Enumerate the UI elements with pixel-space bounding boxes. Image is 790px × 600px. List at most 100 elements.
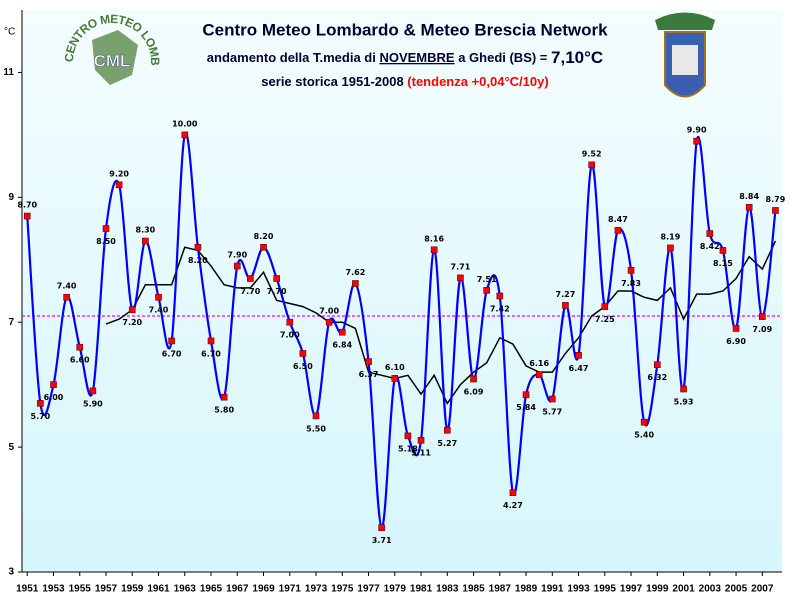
value-label: 8.30	[136, 226, 156, 235]
marker	[89, 387, 97, 395]
value-label: 8.16	[424, 234, 444, 243]
marker	[247, 275, 254, 282]
value-label: 7.09	[752, 325, 772, 334]
subtitle-mid: a Ghedi (BS) =	[455, 50, 551, 65]
x-tick-label: 2003	[699, 584, 722, 595]
value-label: 5.70	[31, 412, 51, 421]
value-label: 5.77	[542, 408, 562, 417]
value-label: 8.20	[188, 256, 208, 265]
value-label: 7.27	[556, 290, 576, 299]
x-tick-label: 2001	[672, 584, 695, 595]
marker	[601, 303, 609, 310]
marker	[325, 318, 333, 326]
value-label: 7.25	[595, 315, 615, 324]
value-label: 5.18	[398, 444, 418, 453]
marker	[273, 275, 280, 282]
marker	[706, 230, 714, 237]
y-unit: °C	[4, 27, 15, 38]
value-label: 9.90	[687, 126, 707, 135]
arms-center	[672, 45, 698, 75]
marker	[404, 432, 412, 440]
value-label: 7.00	[280, 331, 300, 340]
x-tick-label: 1961	[147, 584, 170, 595]
x-tick-label: 1965	[200, 584, 223, 595]
y-tick-label: 5	[8, 442, 14, 453]
value-label: 6.70	[162, 349, 182, 358]
value-label: 7.62	[346, 268, 366, 277]
subtitle-pre: andamento della T.media di	[207, 50, 380, 65]
marker	[207, 337, 215, 345]
value-label: 7.71	[451, 262, 471, 271]
y-tick-label: 9	[8, 192, 14, 203]
marker	[378, 524, 385, 531]
logo-arms	[655, 12, 715, 98]
value-label: 8.42	[700, 242, 720, 251]
value-label: 6.00	[44, 393, 64, 402]
value-label: 7.70	[241, 287, 261, 296]
value-label: 8.20	[254, 232, 274, 241]
value-label: 5.27	[437, 439, 457, 448]
marker	[50, 381, 57, 388]
value-label: 9.20	[109, 169, 129, 178]
x-tick-label: 1957	[95, 584, 118, 595]
marker	[443, 426, 451, 434]
x-tick-label: 1955	[69, 584, 92, 595]
marker	[168, 337, 175, 345]
value-label: 6.50	[293, 362, 313, 371]
marker	[181, 131, 189, 139]
marker	[509, 489, 517, 496]
value-label: 7.42	[490, 304, 510, 313]
x-tick-label: 1987	[489, 584, 512, 595]
marker	[299, 350, 307, 357]
subtitle-month: NOVEMBRE	[379, 50, 454, 65]
marker	[654, 361, 661, 368]
marker	[732, 325, 740, 332]
value-label: 8.15	[713, 259, 733, 268]
x-tick-label: 1971	[279, 584, 302, 595]
marker	[286, 318, 294, 326]
marker	[128, 306, 136, 314]
x-tick-label: 1993	[567, 584, 590, 595]
value-label: 6.47	[569, 364, 589, 373]
value-label: 9.52	[582, 149, 602, 158]
marker	[142, 237, 149, 245]
value-label: 7.40	[57, 282, 77, 291]
marker	[338, 328, 346, 336]
marker	[312, 412, 320, 420]
value-label: 7.51	[477, 275, 497, 284]
x-tick-label: 1979	[384, 584, 407, 595]
marker	[63, 293, 70, 301]
marker	[115, 181, 123, 189]
marker	[588, 161, 595, 169]
x-tick-label: 1959	[121, 584, 144, 595]
value-label: 8.79	[766, 195, 786, 204]
value-label: 5.40	[634, 431, 654, 440]
value-label: 6.37	[359, 370, 379, 379]
y-tick-label: 11	[3, 67, 14, 78]
value-label: 10.00	[172, 119, 198, 128]
value-label: 5.80	[214, 406, 234, 415]
value-label: 4.27	[503, 501, 523, 510]
x-tick-label: 1953	[42, 584, 65, 595]
value-label: 3.71	[372, 536, 392, 545]
logo-abbr: CML	[94, 51, 131, 70]
x-tick-label: 1969	[252, 584, 275, 595]
marker	[575, 352, 582, 359]
x-tick-label: 2005	[725, 584, 748, 595]
value-label: 6.32	[647, 373, 667, 382]
value-label: 7.20	[122, 318, 142, 327]
marker	[220, 393, 228, 401]
x-tick-label: 1997	[620, 584, 643, 595]
value-label: 7.70	[267, 287, 287, 296]
chart-title: Centro Meteo Lombardo & Meteo Brescia Ne…	[202, 20, 608, 39]
marker	[772, 207, 779, 214]
marker	[535, 371, 543, 378]
x-tick-label: 1981	[410, 584, 433, 595]
marker	[640, 418, 648, 426]
marker	[417, 436, 425, 444]
subtitle2-pre: serie storica 1951-2008	[261, 74, 407, 89]
marker	[680, 385, 687, 393]
value-label: 5.50	[306, 424, 326, 433]
